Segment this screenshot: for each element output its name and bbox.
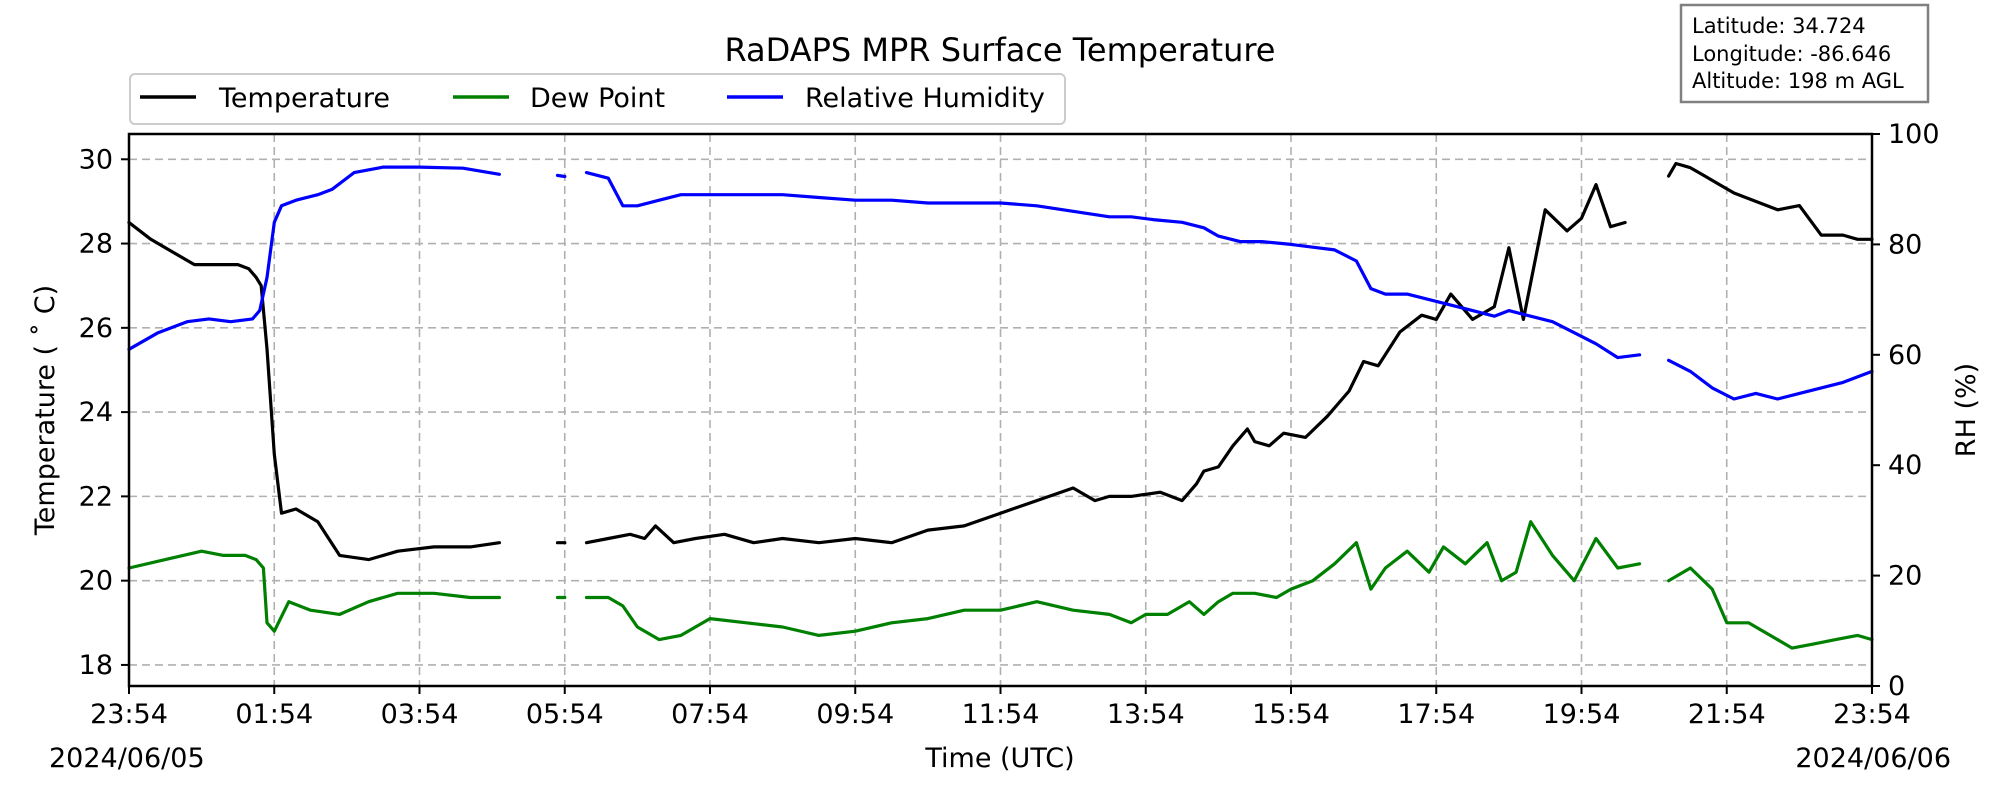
y2-tick-label: 0 [1888, 671, 1905, 702]
x-tick-label: 21:54 [1688, 699, 1766, 730]
x-tick-label: 17:54 [1397, 699, 1475, 730]
y2-tick-label: 20 [1888, 561, 1922, 592]
x-date-end: 2024/06/06 [1795, 743, 1951, 774]
y-tick-label: 22 [79, 481, 113, 512]
y-tick-label: 24 [79, 397, 113, 428]
y-tick-label: 18 [79, 650, 113, 681]
y-axis-left: 18 20 22 24 26 28 30 [79, 144, 129, 681]
info-box-frame [1679, 3, 1930, 104]
x-tick-label: 07:54 [671, 699, 749, 730]
x-tick-label: 23:54 [90, 699, 168, 730]
x-tick-label: 03:54 [381, 699, 459, 730]
legend: Temperature Dew Point Relative Humidity [129, 73, 1066, 125]
info-altitude: Altitude: 198 m AGL [1692, 69, 1904, 93]
y2-axis-label: RH (%) [1951, 363, 1982, 457]
x-axis: 23:54 01:54 03:54 05:54 07:54 09:54 11:54 13:54… [90, 686, 1911, 730]
x-tick-label: 23:54 [1833, 699, 1911, 730]
legend-label-dew-point: Dew Point [530, 83, 665, 114]
series-line-dew-point [127, 520, 1874, 650]
legend-frame [129, 73, 1066, 125]
legend-label-temperature: Temperature [218, 83, 390, 114]
y-axis-right: 0 20 40 60 80 100 [1872, 119, 1940, 702]
chart-title: RaDAPS MPR Surface Temperature [725, 31, 1276, 69]
x-tick-label: 13:54 [1107, 699, 1185, 730]
y-tick-label: 28 [79, 229, 113, 260]
y-axis-label: Temperature ( ˚ C) [30, 285, 61, 536]
series-layer [127, 161, 1874, 650]
x-tick-label: 15:54 [1252, 699, 1330, 730]
y2-tick-label: 40 [1888, 450, 1922, 481]
info-latitude: Latitude: 34.724 [1692, 14, 1866, 38]
y2-tick-label: 60 [1888, 340, 1922, 371]
x-tick-label: 09:54 [816, 699, 894, 730]
info-longitude: Longitude: -86.646 [1692, 42, 1891, 66]
x-tick-label: 01:54 [235, 699, 313, 730]
y-tick-label: 20 [79, 566, 113, 597]
y-tick-label: 26 [79, 313, 113, 344]
series-line-temperature [127, 161, 1874, 562]
x-date-start: 2024/06/05 [49, 743, 205, 774]
x-tick-label: 05:54 [526, 699, 604, 730]
legend-label-relative-humidity: Relative Humidity [805, 83, 1045, 114]
y-tick-label: 30 [79, 144, 113, 175]
y2-tick-label: 100 [1888, 119, 1940, 150]
y2-tick-label: 80 [1888, 229, 1922, 260]
x-tick-label: 11:54 [962, 699, 1040, 730]
gridlines [129, 134, 1872, 686]
x-tick-label: 19:54 [1543, 699, 1621, 730]
x-axis-label: Time (UTC) [924, 743, 1074, 774]
series-line-relative-humidity [127, 165, 1874, 401]
info-box: Latitude: 34.724 Longitude: -86.646 Alti… [1679, 3, 1930, 104]
